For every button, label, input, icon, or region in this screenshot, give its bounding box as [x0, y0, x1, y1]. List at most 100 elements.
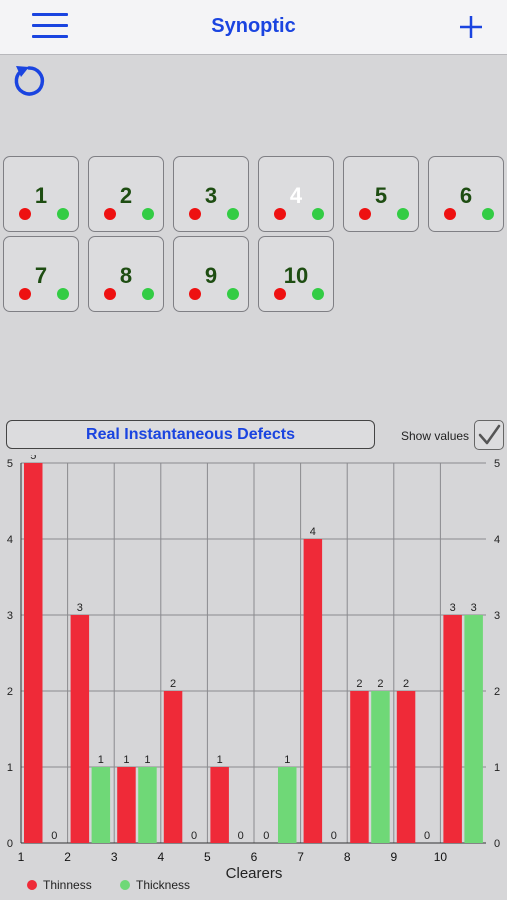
clearer-tile-3[interactable]: 3	[173, 156, 249, 232]
clearer-tile-8[interactable]: 8	[88, 236, 164, 312]
menu-button[interactable]	[32, 11, 70, 41]
x-tick-label: 6	[251, 850, 258, 864]
clearer-tile-4[interactable]: 4	[258, 156, 334, 232]
refresh-button[interactable]	[10, 62, 48, 100]
red-status-dot	[19, 208, 31, 220]
x-tick-label: 2	[64, 850, 71, 864]
green-status-dot	[227, 288, 239, 300]
green-status-dot	[57, 288, 69, 300]
navigation-bar: Synoptic	[0, 0, 507, 55]
data-label: 3	[450, 602, 456, 614]
legend-label: Thickness	[136, 878, 190, 892]
red-status-dot	[104, 208, 116, 220]
clearer-tile-number: 8	[119, 263, 133, 288]
red-status-dot	[189, 208, 201, 220]
data-label: 0	[424, 830, 430, 842]
data-label: 0	[191, 830, 197, 842]
red-status-dot	[19, 288, 31, 300]
clearer-tile-6[interactable]: 6	[428, 156, 504, 232]
x-tick-label: 4	[157, 850, 164, 864]
clearer-tile-number: 2	[119, 183, 133, 208]
bar-thickness-2	[91, 767, 111, 843]
bar-thinness-7	[303, 539, 323, 843]
green-status-dot	[397, 208, 409, 220]
data-label: 0	[331, 830, 337, 842]
red-status-dot	[274, 208, 286, 220]
y-tick-label-right: 5	[494, 458, 500, 470]
clearer-tile-5[interactable]: 5	[343, 156, 419, 232]
clearer-tile-number: 6	[459, 183, 473, 208]
x-tick-label: 10	[434, 850, 448, 864]
bar-thinness-4	[163, 691, 183, 843]
bar-thinness-9	[396, 691, 416, 843]
x-axis-title: Clearers	[226, 865, 283, 882]
data-label: 0	[51, 830, 57, 842]
bar-thinness-5	[210, 767, 229, 843]
show-values-checkbox[interactable]	[474, 420, 504, 450]
green-status-dot	[57, 208, 69, 220]
thickness	[120, 880, 130, 890]
x-tick-label: 9	[390, 850, 397, 864]
data-label: 1	[217, 754, 223, 766]
red-status-dot	[189, 288, 201, 300]
clearer-tile-number: 5	[374, 183, 388, 208]
x-tick-label: 3	[111, 850, 118, 864]
hamburger-menu-icon-bar	[32, 35, 68, 38]
red-status-dot	[104, 288, 116, 300]
refresh-icon	[14, 66, 45, 96]
legend-label: Thinness	[43, 878, 92, 892]
chart-type-button[interactable]: Real Instantaneous Defects	[6, 420, 375, 449]
green-status-dot	[482, 208, 494, 220]
bar-thickness-3	[138, 767, 157, 843]
bar-thickness-10	[464, 615, 483, 843]
clearer-tile-2[interactable]: 2	[88, 156, 164, 232]
bar-thinness-10	[443, 615, 462, 843]
y-tick-label-left: 4	[7, 534, 13, 546]
plus-icon	[460, 16, 482, 38]
clearer-tile-9[interactable]: 9	[173, 236, 249, 312]
data-label: 2	[403, 678, 409, 690]
clearer-tile-1[interactable]: 1	[3, 156, 79, 232]
clearer-tile-number: 3	[204, 183, 218, 208]
hamburger-menu-icon	[32, 13, 68, 16]
show-values-label: Show values	[401, 429, 470, 443]
y-tick-label-right: 2	[494, 686, 500, 698]
data-label: 2	[170, 678, 176, 690]
y-tick-label-left: 3	[7, 610, 13, 622]
data-label: 1	[284, 754, 290, 766]
page-title: Synoptic	[211, 15, 296, 37]
data-label: 4	[310, 526, 316, 538]
thinness	[27, 880, 37, 890]
bar-thinness-1	[24, 463, 43, 843]
y-tick-label-right: 1	[494, 762, 500, 774]
data-label: 3	[77, 602, 83, 614]
data-label: 2	[356, 678, 362, 690]
red-status-dot	[359, 208, 371, 220]
data-label: 1	[98, 754, 104, 766]
clearer-tile-10[interactable]: 10	[258, 236, 334, 312]
y-tick-label-left: 1	[7, 762, 13, 774]
add-button[interactable]	[456, 12, 486, 42]
red-status-dot	[274, 288, 286, 300]
x-tick-label: 1	[18, 850, 25, 864]
green-status-dot	[142, 288, 154, 300]
x-tick-label: 8	[344, 850, 351, 864]
green-status-dot	[227, 208, 239, 220]
y-tick-label-right: 4	[494, 534, 500, 546]
clearer-tile-7[interactable]: 7	[3, 236, 79, 312]
red-status-dot	[444, 208, 456, 220]
clearer-tile-number: 7	[34, 263, 48, 288]
clearer-tile-number: 10	[283, 263, 309, 288]
y-tick-label-right: 0	[494, 838, 500, 850]
x-tick-label: 7	[297, 850, 304, 864]
green-status-dot	[312, 208, 324, 220]
data-label: 2	[377, 678, 383, 690]
bar-thinness-8	[350, 691, 369, 843]
clearer-tile-number: 9	[204, 263, 218, 288]
data-label: 0	[263, 830, 269, 842]
clearer-tile-number: 1	[34, 183, 48, 208]
bar-thinness-3	[117, 767, 136, 843]
y-tick-label-right: 3	[494, 610, 500, 622]
y-tick-label-left: 0	[7, 838, 13, 850]
bar-thickness-6	[278, 767, 297, 843]
